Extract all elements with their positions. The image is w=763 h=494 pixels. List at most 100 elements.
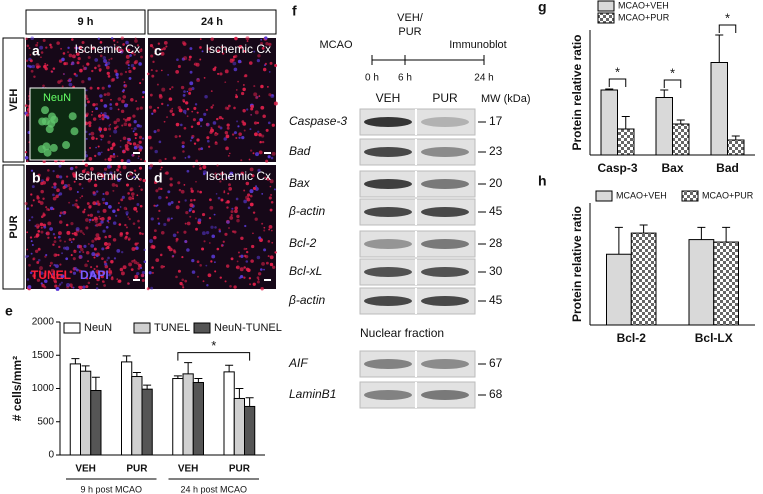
cell-dot [100, 220, 104, 224]
cell-dot [215, 192, 218, 195]
y-axis-label: # cells/mm² [10, 356, 24, 421]
cell-dot [257, 54, 261, 58]
legend-label: NeuN [84, 322, 112, 334]
cell-dot [138, 145, 143, 149]
cell-dot [195, 159, 199, 163]
cell-dot [161, 87, 166, 92]
cell-dot [138, 263, 142, 268]
band [421, 147, 469, 157]
cell-dot [192, 165, 195, 168]
cell-dot [72, 172, 76, 176]
cell-dot [122, 265, 127, 270]
cell-dot [165, 45, 168, 48]
cell-dot [133, 260, 138, 265]
cell-dot [87, 100, 90, 104]
cell-dot [109, 135, 112, 137]
cell-dot [158, 140, 162, 144]
cell-dot [197, 218, 202, 222]
bar [688, 239, 715, 326]
cell-dot [95, 137, 98, 140]
cell-dot [24, 151, 28, 154]
cell-dot [174, 135, 178, 139]
cell-dot [263, 248, 267, 252]
neuron [68, 112, 77, 121]
cell-dot [105, 65, 110, 70]
significance-label: * [211, 338, 216, 353]
cell-dot [274, 64, 278, 68]
bar [713, 241, 739, 326]
cell-dot [52, 272, 55, 276]
band [421, 207, 469, 217]
cell-dot [149, 163, 154, 168]
scale-bar [133, 152, 140, 154]
cell-dot [210, 90, 213, 92]
cell-dot [149, 44, 154, 48]
cell-dot [256, 121, 260, 124]
cell-dot [116, 118, 121, 122]
cell-dot [95, 190, 99, 193]
cell-dot [260, 287, 264, 291]
error-bar [143, 384, 152, 390]
error-bar [676, 119, 685, 124]
cell-dot [103, 177, 106, 180]
significance-bracket [608, 78, 627, 87]
cell-dot [40, 282, 43, 285]
cell-dot [184, 222, 187, 225]
cell-dot [273, 188, 276, 191]
cell-dot [85, 114, 89, 117]
cell-dot [95, 233, 100, 238]
timeline-time: 24 h [474, 73, 493, 84]
protein-label: Bcl-2 [289, 236, 317, 250]
cell-dot [254, 217, 258, 221]
section-label: Nuclear fraction [360, 326, 444, 340]
cell-dot [76, 205, 80, 209]
cell-dot [73, 249, 76, 252]
mw-value: 45 [489, 204, 503, 218]
cell-dot [236, 214, 240, 219]
cell-dot [159, 253, 163, 257]
cell-dot [68, 53, 73, 58]
cell-dot [95, 107, 99, 110]
cell-dot [125, 61, 129, 65]
cell-dot [26, 248, 29, 251]
cell-dot [257, 278, 260, 281]
cell-dot [267, 155, 271, 159]
cell-dot [130, 98, 134, 102]
error-bar [715, 34, 724, 63]
cell-dot [130, 192, 135, 196]
mw-value: 67 [489, 356, 503, 370]
cell-dot [184, 199, 187, 202]
cell-dot [55, 194, 59, 199]
cell-dot [140, 273, 145, 278]
cell-dot [111, 182, 116, 187]
cell-dot [262, 67, 267, 72]
cell-dot [71, 61, 75, 66]
cell-dot [219, 180, 222, 183]
cell-dot [138, 148, 142, 152]
cell-dot [67, 51, 70, 54]
cell-dot [157, 42, 161, 45]
cell-dot [119, 233, 123, 237]
cell-dot [156, 83, 159, 86]
cell-dot [237, 125, 240, 128]
cell-dot [119, 145, 122, 148]
cell-dot [249, 189, 254, 194]
bar [600, 89, 618, 156]
error-bar [697, 226, 706, 240]
cell-dot [157, 222, 161, 225]
cell-dot [103, 284, 106, 287]
cell-dot [78, 244, 83, 249]
cell-dot [153, 109, 156, 112]
cell-dot [59, 220, 63, 224]
cell-dot [42, 84, 45, 88]
cell-dot [89, 167, 94, 171]
cell-dot [73, 266, 78, 271]
cell-dot [31, 243, 34, 246]
cell-dot [242, 84, 245, 86]
cell-dot [35, 63, 40, 68]
scale-bar [133, 279, 140, 281]
bar [630, 232, 657, 326]
cell-dot [27, 255, 29, 257]
cell-dot [120, 271, 125, 276]
band [421, 296, 469, 306]
